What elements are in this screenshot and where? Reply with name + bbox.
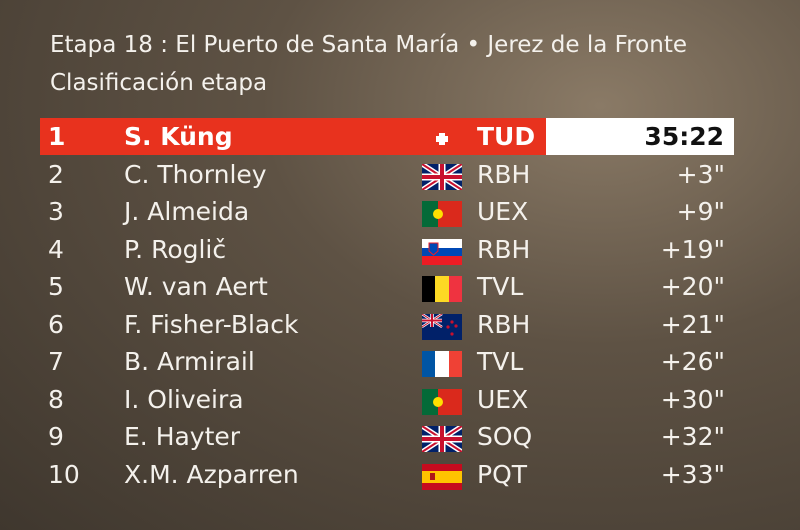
- flag: [422, 126, 462, 152]
- time: +30": [660, 384, 725, 414]
- time: +21": [660, 309, 725, 339]
- rank: 7: [48, 347, 64, 376]
- name: C. Thornley: [124, 159, 267, 189]
- flag: [422, 201, 462, 227]
- team: PQT: [477, 459, 528, 489]
- rank: 4: [48, 234, 64, 264]
- name: X.M. Azparren: [124, 459, 299, 489]
- time: +9": [676, 197, 725, 226]
- team: RBH: [477, 159, 531, 189]
- team: TVL: [477, 347, 524, 376]
- name: J. Almeida: [124, 197, 250, 226]
- result-row: 8 I. Oliveira UEX +30": [0, 381, 800, 418]
- time: +26": [660, 347, 725, 376]
- stage-title: Etapa 18 : El Puerto de Santa María • Je…: [50, 32, 687, 58]
- team: UEX: [477, 197, 529, 226]
- name: W. van Aert: [124, 272, 268, 301]
- rank: 5: [48, 272, 64, 301]
- result-row: 2 C. Thornley RBH +3": [0, 156, 800, 193]
- result-row: 1 S. Küng TUD 35:22: [0, 118, 800, 155]
- time: 35:22: [644, 122, 724, 151]
- name: F. Fisher-Black: [124, 309, 299, 339]
- rank: 10: [48, 459, 80, 489]
- time: +33": [660, 459, 725, 489]
- result-row: 4 P. Roglič RBH +19": [0, 231, 800, 268]
- name: I. Oliveira: [124, 384, 244, 414]
- team: TVL: [477, 272, 524, 301]
- leader-bar: [40, 118, 546, 155]
- rank: 3: [48, 197, 64, 226]
- rank: 6: [48, 309, 64, 339]
- flag: [422, 426, 462, 452]
- result-row: 7 B. Armirail TVL +26": [0, 343, 800, 380]
- time: +19": [660, 234, 725, 264]
- rank: 9: [48, 422, 64, 451]
- name: S. Küng: [124, 122, 233, 151]
- classification-title: Clasificación etapa: [50, 70, 268, 96]
- flag: [422, 276, 462, 302]
- result-row: 6 F. Fisher-Black RBH +21": [0, 306, 800, 343]
- flag: [422, 388, 462, 415]
- name: P. Roglič: [124, 234, 227, 264]
- team: RBH: [477, 309, 531, 339]
- result-row: 5 W. van Aert TVL +20": [0, 268, 800, 305]
- result-row: 10 X.M. Azparren PQT +33": [0, 456, 800, 493]
- time: +32": [660, 422, 725, 451]
- rank: 1: [48, 122, 66, 151]
- team: SOQ: [477, 422, 533, 451]
- team: UEX: [477, 384, 529, 414]
- flag: [422, 163, 462, 190]
- rank: 8: [48, 384, 64, 414]
- flag: [422, 351, 462, 377]
- name: B. Armirail: [124, 347, 255, 376]
- time-box: [546, 118, 734, 155]
- name: E. Hayter: [124, 422, 241, 451]
- rank: 2: [48, 159, 64, 189]
- result-row: 3 J. Almeida UEX +9": [0, 193, 800, 230]
- time: +3": [676, 159, 725, 189]
- time: +20": [660, 272, 725, 301]
- team: RBH: [477, 234, 531, 264]
- result-row: 9 E. Hayter SOQ +32": [0, 418, 800, 455]
- team: TUD: [477, 122, 536, 151]
- flag: [422, 463, 462, 490]
- flag: [422, 238, 462, 265]
- flag: [422, 313, 462, 340]
